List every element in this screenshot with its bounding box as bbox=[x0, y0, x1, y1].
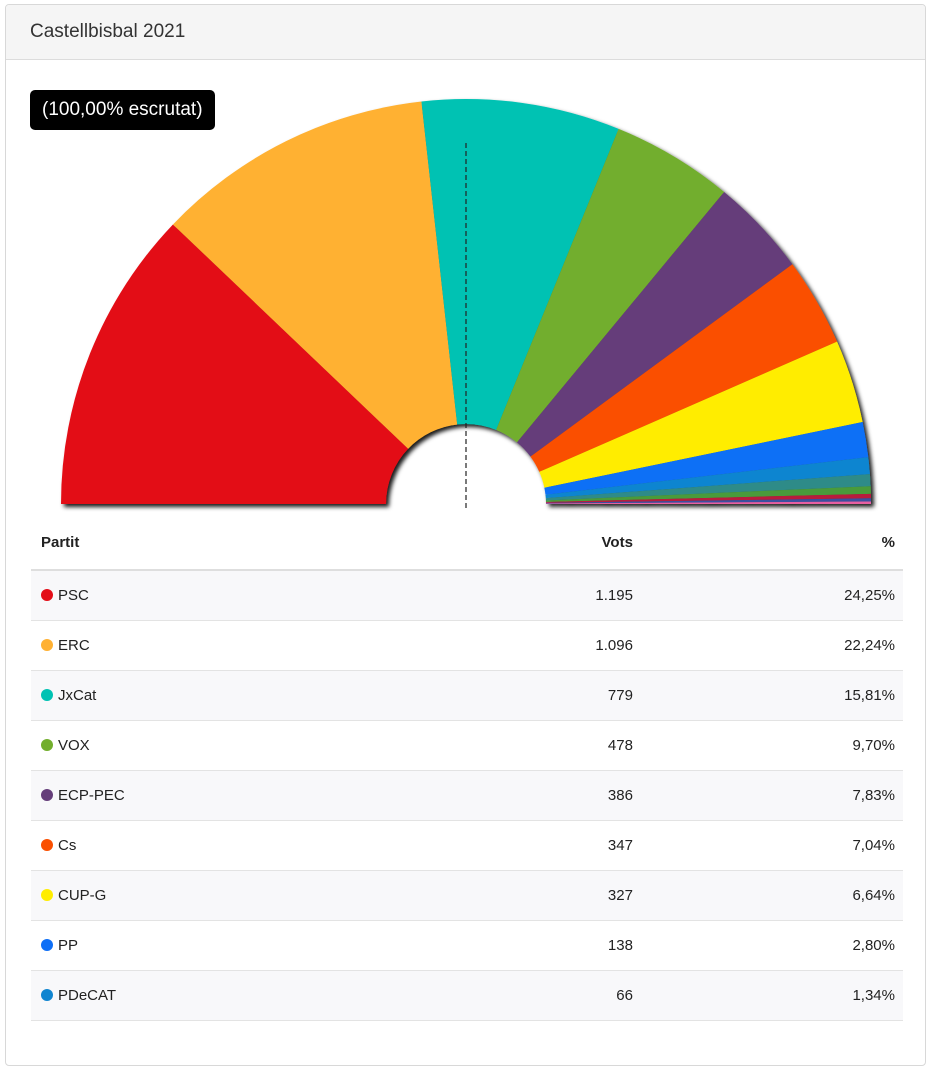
party-votes: 327 bbox=[404, 870, 655, 921]
table-row: JxCat 779 15,81% bbox=[31, 670, 903, 721]
slice-minor bbox=[545, 486, 871, 502]
slice-vox bbox=[496, 128, 725, 443]
party-color-dot bbox=[41, 939, 53, 951]
party-votes: 386 bbox=[404, 770, 655, 821]
results-table: Partit Vots % PSC 1.195 24,25% ERC 1.096… bbox=[31, 515, 903, 1021]
party-votes: 66 bbox=[404, 970, 655, 1021]
party-pct: 22,24% bbox=[654, 620, 903, 671]
table-header-row: Partit Vots % bbox=[31, 515, 903, 571]
table-row: PSC 1.195 24,25% bbox=[31, 570, 903, 621]
party-name: PSC bbox=[58, 587, 89, 604]
party-color-dot bbox=[41, 789, 53, 801]
party-pct: 1,34% bbox=[654, 970, 903, 1021]
slice-cup-g bbox=[539, 341, 863, 488]
party-color-dot bbox=[41, 589, 53, 601]
card-title: Castellbisbal 2021 bbox=[6, 5, 925, 60]
slice-ecp-pec bbox=[516, 191, 793, 457]
party-name: PDeCAT bbox=[58, 987, 117, 1004]
table-row: CUP-G 327 6,64% bbox=[31, 870, 903, 921]
table-row: PDeCAT 66 1,34% bbox=[31, 970, 903, 1021]
party-votes: 779 bbox=[404, 670, 655, 721]
slice-minor bbox=[545, 474, 871, 501]
slice-minor bbox=[545, 501, 871, 504]
slice-minor bbox=[545, 493, 871, 503]
party-color-dot bbox=[41, 639, 53, 651]
table-row: ECP-PEC 386 7,83% bbox=[31, 770, 903, 821]
party-pct: 7,83% bbox=[654, 770, 903, 821]
party-pct: 24,25% bbox=[654, 570, 903, 621]
party-name: Cs bbox=[58, 837, 77, 854]
header-votes: Vots bbox=[404, 515, 655, 571]
slice-jxcat bbox=[421, 99, 619, 430]
party-pct: 9,70% bbox=[654, 720, 903, 771]
party-name: CUP-G bbox=[58, 887, 107, 904]
party-name: ECP-PEC bbox=[58, 787, 125, 804]
slice-pp bbox=[544, 421, 869, 495]
party-pct: 7,04% bbox=[654, 820, 903, 871]
party-pct: 6,64% bbox=[654, 870, 903, 921]
slice-cs bbox=[530, 264, 838, 472]
party-votes: 478 bbox=[404, 720, 655, 771]
party-votes: 1.195 bbox=[404, 570, 655, 621]
party-color-dot bbox=[41, 839, 53, 851]
scrutiny-badge: (100,00% escrutat) bbox=[30, 90, 215, 130]
party-color-dot bbox=[41, 889, 53, 901]
results-card: Castellbisbal 2021 (100,00% escrutat) Pa… bbox=[5, 4, 926, 1066]
table-row: Cs 347 7,04% bbox=[31, 820, 903, 871]
header-pct: % bbox=[654, 515, 903, 571]
slice-minor bbox=[545, 498, 871, 504]
party-color-dot bbox=[41, 739, 53, 751]
party-votes: 347 bbox=[404, 820, 655, 871]
slice-erc bbox=[172, 101, 458, 449]
party-pct: 15,81% bbox=[654, 670, 903, 721]
slice-group bbox=[61, 99, 871, 504]
party-name: PP bbox=[58, 937, 79, 954]
header-party: Partit bbox=[31, 515, 405, 571]
party-name: VOX bbox=[58, 737, 90, 754]
slice-pdecat bbox=[545, 457, 870, 499]
party-name: JxCat bbox=[58, 687, 97, 704]
slice-psc bbox=[61, 224, 409, 504]
table-row: PP 138 2,80% bbox=[31, 920, 903, 971]
party-votes: 1.096 bbox=[404, 620, 655, 671]
party-color-dot bbox=[41, 689, 53, 701]
party-name: ERC bbox=[58, 637, 90, 654]
party-color-dot bbox=[41, 989, 53, 1001]
table-row: VOX 478 9,70% bbox=[31, 720, 903, 771]
party-votes: 138 bbox=[404, 920, 655, 971]
table-row: ERC 1.096 22,24% bbox=[31, 620, 903, 671]
party-pct: 2,80% bbox=[654, 920, 903, 971]
hemicycle-chart bbox=[61, 99, 871, 508]
